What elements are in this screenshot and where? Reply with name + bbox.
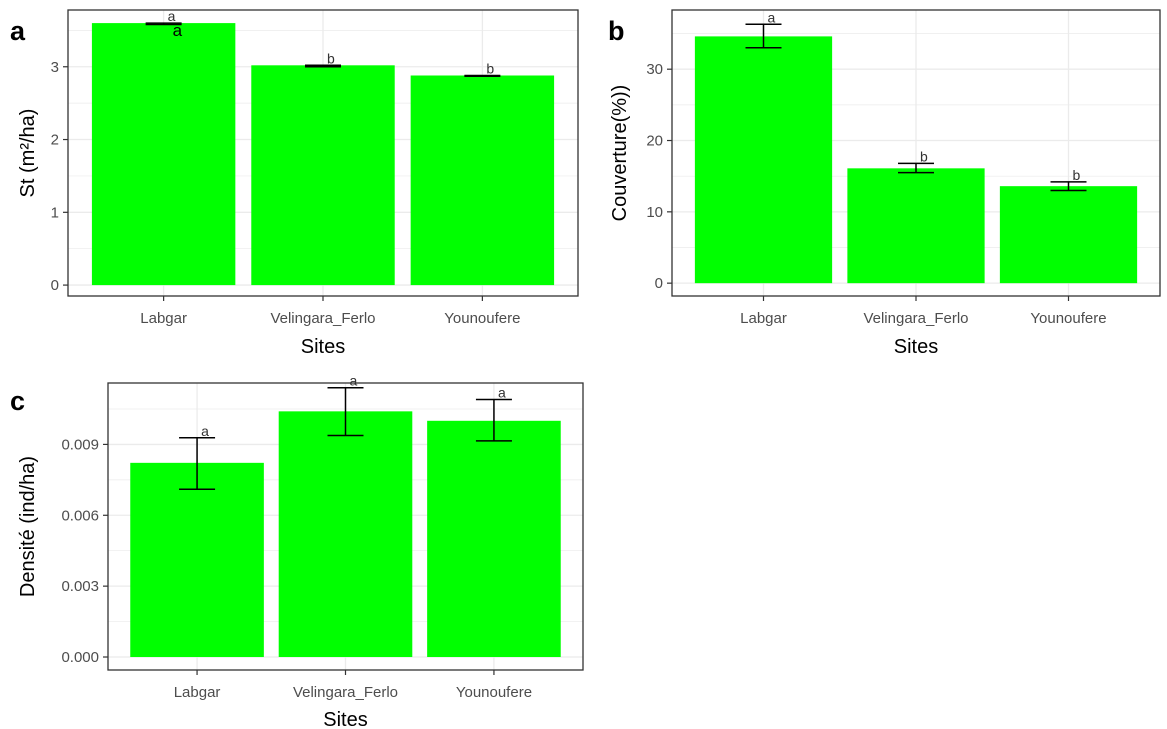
y-axis-title: Densité (ind/ha) xyxy=(17,456,39,597)
x-tick-label: Velingara_Ferlo xyxy=(270,310,375,327)
x-tick-label: Younoufere xyxy=(444,310,520,327)
significance-label: a xyxy=(768,9,776,25)
bar-labgar xyxy=(130,462,264,658)
y-tick-label: 1 xyxy=(51,204,59,221)
panel-letter: b xyxy=(608,16,625,46)
significance-label: b xyxy=(486,60,494,76)
error-bar xyxy=(464,74,501,77)
bar-labgar xyxy=(694,36,833,284)
error-bar xyxy=(898,162,934,174)
bar-younoufere xyxy=(427,420,561,658)
bar-labgar xyxy=(91,23,236,286)
y-axis-title: Couverture(%)) xyxy=(609,85,631,222)
error-bar xyxy=(475,398,512,442)
x-tick-label: Younoufere xyxy=(1030,310,1106,327)
bar-velingara-ferlo xyxy=(278,411,413,658)
y-tick-label: 2 xyxy=(51,132,59,149)
bar-younoufere xyxy=(999,186,1138,284)
bar-younoufere xyxy=(410,75,555,286)
error-bar xyxy=(179,437,216,491)
x-axis-title: Sites xyxy=(894,336,938,358)
x-tick-label: Labgar xyxy=(740,310,787,327)
y-tick-label: 0.003 xyxy=(61,578,99,595)
y-axis-title: St (m²/ha) xyxy=(17,109,39,198)
significance-label: b xyxy=(1073,167,1081,183)
y-tick-label: 0.000 xyxy=(61,649,99,666)
x-tick-label: Labgar xyxy=(140,310,187,327)
significance-label-extra: a xyxy=(173,21,183,40)
x-axis-title: Sites xyxy=(301,336,345,358)
significance-label: a xyxy=(201,423,209,439)
significance-label: a xyxy=(498,385,506,401)
y-tick-label: 20 xyxy=(646,133,663,150)
y-tick-label: 30 xyxy=(646,61,663,78)
error-bar xyxy=(145,22,182,26)
error-bar xyxy=(305,64,341,68)
y-tick-label: 10 xyxy=(646,204,663,221)
error-bar xyxy=(1050,181,1087,192)
panel-letter: c xyxy=(10,386,25,416)
significance-label: b xyxy=(327,50,335,66)
error-bar xyxy=(745,23,782,49)
panel-letter: a xyxy=(10,16,26,46)
significance-label: a xyxy=(168,8,176,24)
error-bar xyxy=(327,386,364,437)
y-tick-label: 0 xyxy=(51,277,59,294)
x-tick-label: Labgar xyxy=(174,684,221,701)
x-axis-title: Sites xyxy=(323,709,367,729)
significance-label: b xyxy=(920,148,928,164)
significance-label: a xyxy=(350,373,358,389)
x-tick-label: Velingara_Ferlo xyxy=(293,684,398,701)
bar-velingara-ferlo xyxy=(251,65,395,286)
y-tick-label: 0.006 xyxy=(61,507,99,524)
y-tick-label: 3 xyxy=(51,59,59,76)
panel-b: b a b b 0 10 20 30 Labgar Velingara_Ferlo Younoufe… xyxy=(608,9,1161,358)
x-tick-label: Younoufere xyxy=(456,684,532,701)
x-tick-label: Velingara_Ferlo xyxy=(863,310,968,327)
y-tick-label: 0 xyxy=(655,275,663,292)
y-tick-label: 0.009 xyxy=(61,436,99,453)
panel-c: c a a a 0.000 0.003 0.006 0.009 Labgar Velingara_… xyxy=(10,373,584,729)
bar-velingara-ferlo xyxy=(847,168,985,284)
